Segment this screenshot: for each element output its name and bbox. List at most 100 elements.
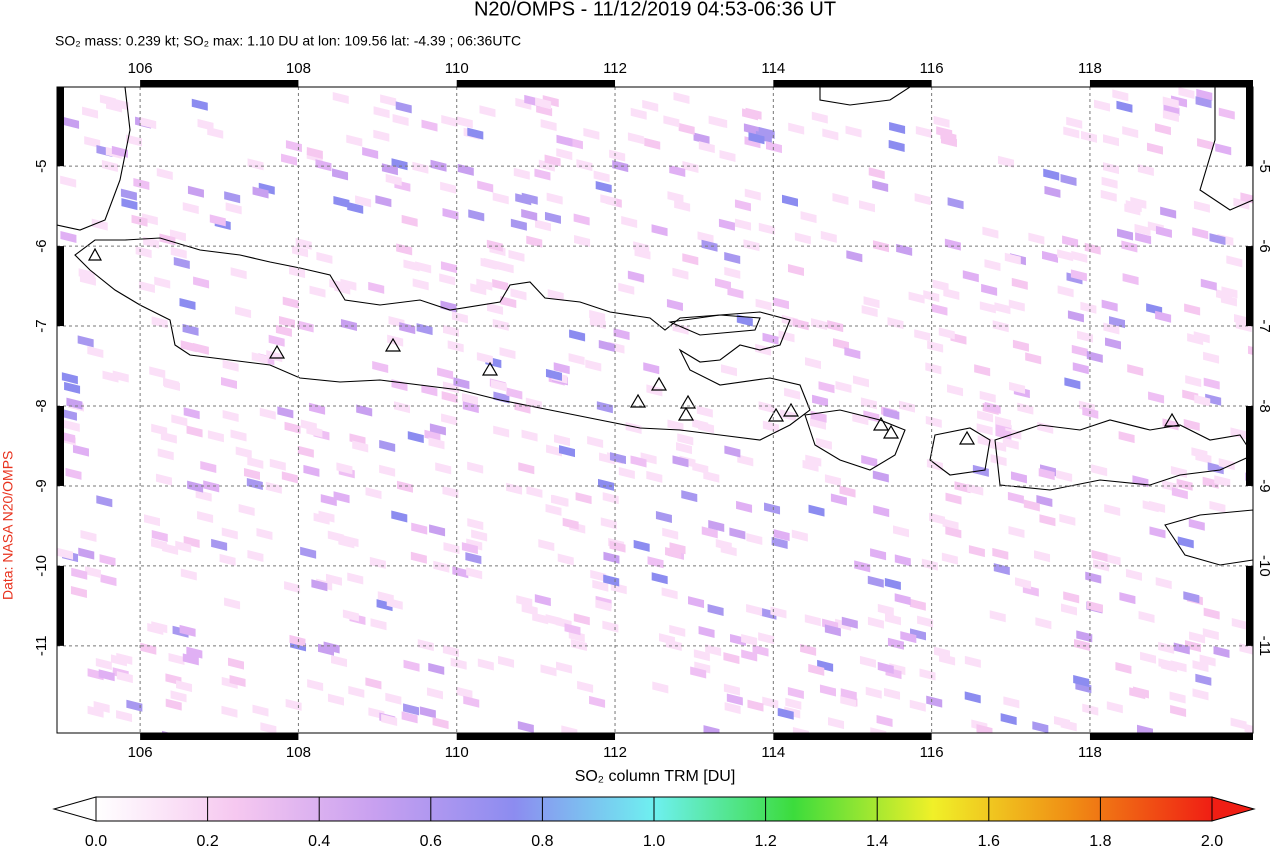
pixel	[884, 687, 901, 700]
pixel	[411, 522, 428, 535]
pixel	[984, 259, 1001, 272]
pixel	[487, 302, 504, 315]
pixel	[800, 211, 817, 224]
pixel	[1214, 475, 1231, 488]
pixel	[794, 232, 811, 245]
pixel	[627, 270, 644, 283]
pixel	[822, 128, 839, 141]
pixel	[600, 194, 617, 207]
pixel	[867, 575, 884, 588]
pixel	[1182, 389, 1199, 402]
pixel	[792, 726, 809, 733]
frame-bar	[140, 733, 299, 740]
pixel	[144, 514, 161, 527]
pixel	[832, 192, 849, 205]
pixel	[944, 238, 961, 251]
pixel	[292, 245, 309, 258]
pixel	[925, 415, 942, 428]
pixel	[235, 446, 252, 459]
pixel	[131, 214, 148, 227]
pixel	[724, 266, 741, 279]
pixel	[678, 122, 695, 135]
colorbar-tick-label: 1.8	[1089, 833, 1111, 850]
pixel	[1194, 394, 1211, 407]
colorbar-tick-label: 0.2	[196, 833, 218, 850]
pixel	[811, 318, 828, 331]
pixel	[297, 445, 314, 458]
pixel	[1010, 471, 1027, 484]
pixel	[1066, 116, 1083, 129]
pixel	[442, 644, 459, 657]
pixel	[375, 195, 392, 208]
pixel	[646, 470, 663, 483]
pixel	[355, 195, 372, 208]
pixel	[440, 261, 457, 274]
pixel	[60, 231, 77, 244]
pixel	[252, 704, 269, 717]
frame-bar	[1089, 733, 1253, 740]
pixel	[428, 662, 445, 675]
pixel	[845, 125, 862, 138]
pixel	[441, 391, 458, 404]
pixel	[835, 380, 852, 393]
pixel	[554, 434, 571, 447]
pixel	[846, 250, 863, 263]
pixel	[331, 655, 348, 668]
madura-coast	[667, 314, 761, 336]
pixel	[465, 552, 482, 565]
pixel	[392, 114, 409, 127]
pixel	[690, 666, 707, 679]
pixel	[395, 101, 412, 114]
pixel	[627, 132, 644, 145]
pixel	[844, 347, 861, 360]
pixel	[410, 551, 427, 564]
pixel	[1122, 273, 1139, 286]
pixel	[559, 445, 576, 458]
pixel	[179, 297, 196, 310]
frame-bar	[456, 733, 616, 740]
pixel	[1042, 250, 1059, 263]
pixel	[252, 186, 269, 199]
pixel	[468, 209, 485, 222]
pixel	[379, 439, 396, 452]
pixel	[151, 423, 168, 436]
pixel	[1140, 651, 1157, 664]
pixel	[441, 114, 458, 127]
pixel	[1142, 500, 1159, 513]
pixel	[1119, 592, 1136, 605]
pixel	[419, 706, 436, 719]
pixel	[403, 703, 420, 716]
pixel	[1162, 109, 1179, 122]
pixel	[461, 542, 478, 555]
pixel	[401, 214, 418, 227]
pixel	[940, 130, 957, 143]
pixel	[718, 218, 735, 231]
pixel	[672, 267, 689, 280]
sumatra-coast	[57, 87, 131, 231]
pixel	[492, 278, 509, 291]
pixel	[437, 367, 454, 380]
pixel	[900, 631, 917, 644]
pixel	[442, 207, 459, 220]
pixel	[964, 655, 981, 668]
pixel	[154, 276, 171, 289]
pixel	[917, 615, 934, 628]
y-tick-label: -10	[33, 555, 50, 577]
pixel	[556, 148, 573, 161]
pixel	[476, 278, 493, 291]
pixel	[873, 505, 890, 518]
volcano-markers	[87, 247, 1181, 445]
pixel	[1125, 568, 1142, 581]
pixel	[1137, 724, 1154, 733]
pixel	[435, 462, 452, 475]
pixel	[758, 401, 775, 414]
pixel	[708, 115, 725, 128]
pixel	[828, 717, 845, 730]
pixel	[600, 517, 617, 530]
pixel	[315, 159, 332, 172]
pixel	[393, 401, 410, 414]
pixel	[265, 481, 282, 494]
pixel	[1155, 225, 1172, 238]
pixel	[577, 680, 594, 693]
pixel	[306, 425, 323, 438]
